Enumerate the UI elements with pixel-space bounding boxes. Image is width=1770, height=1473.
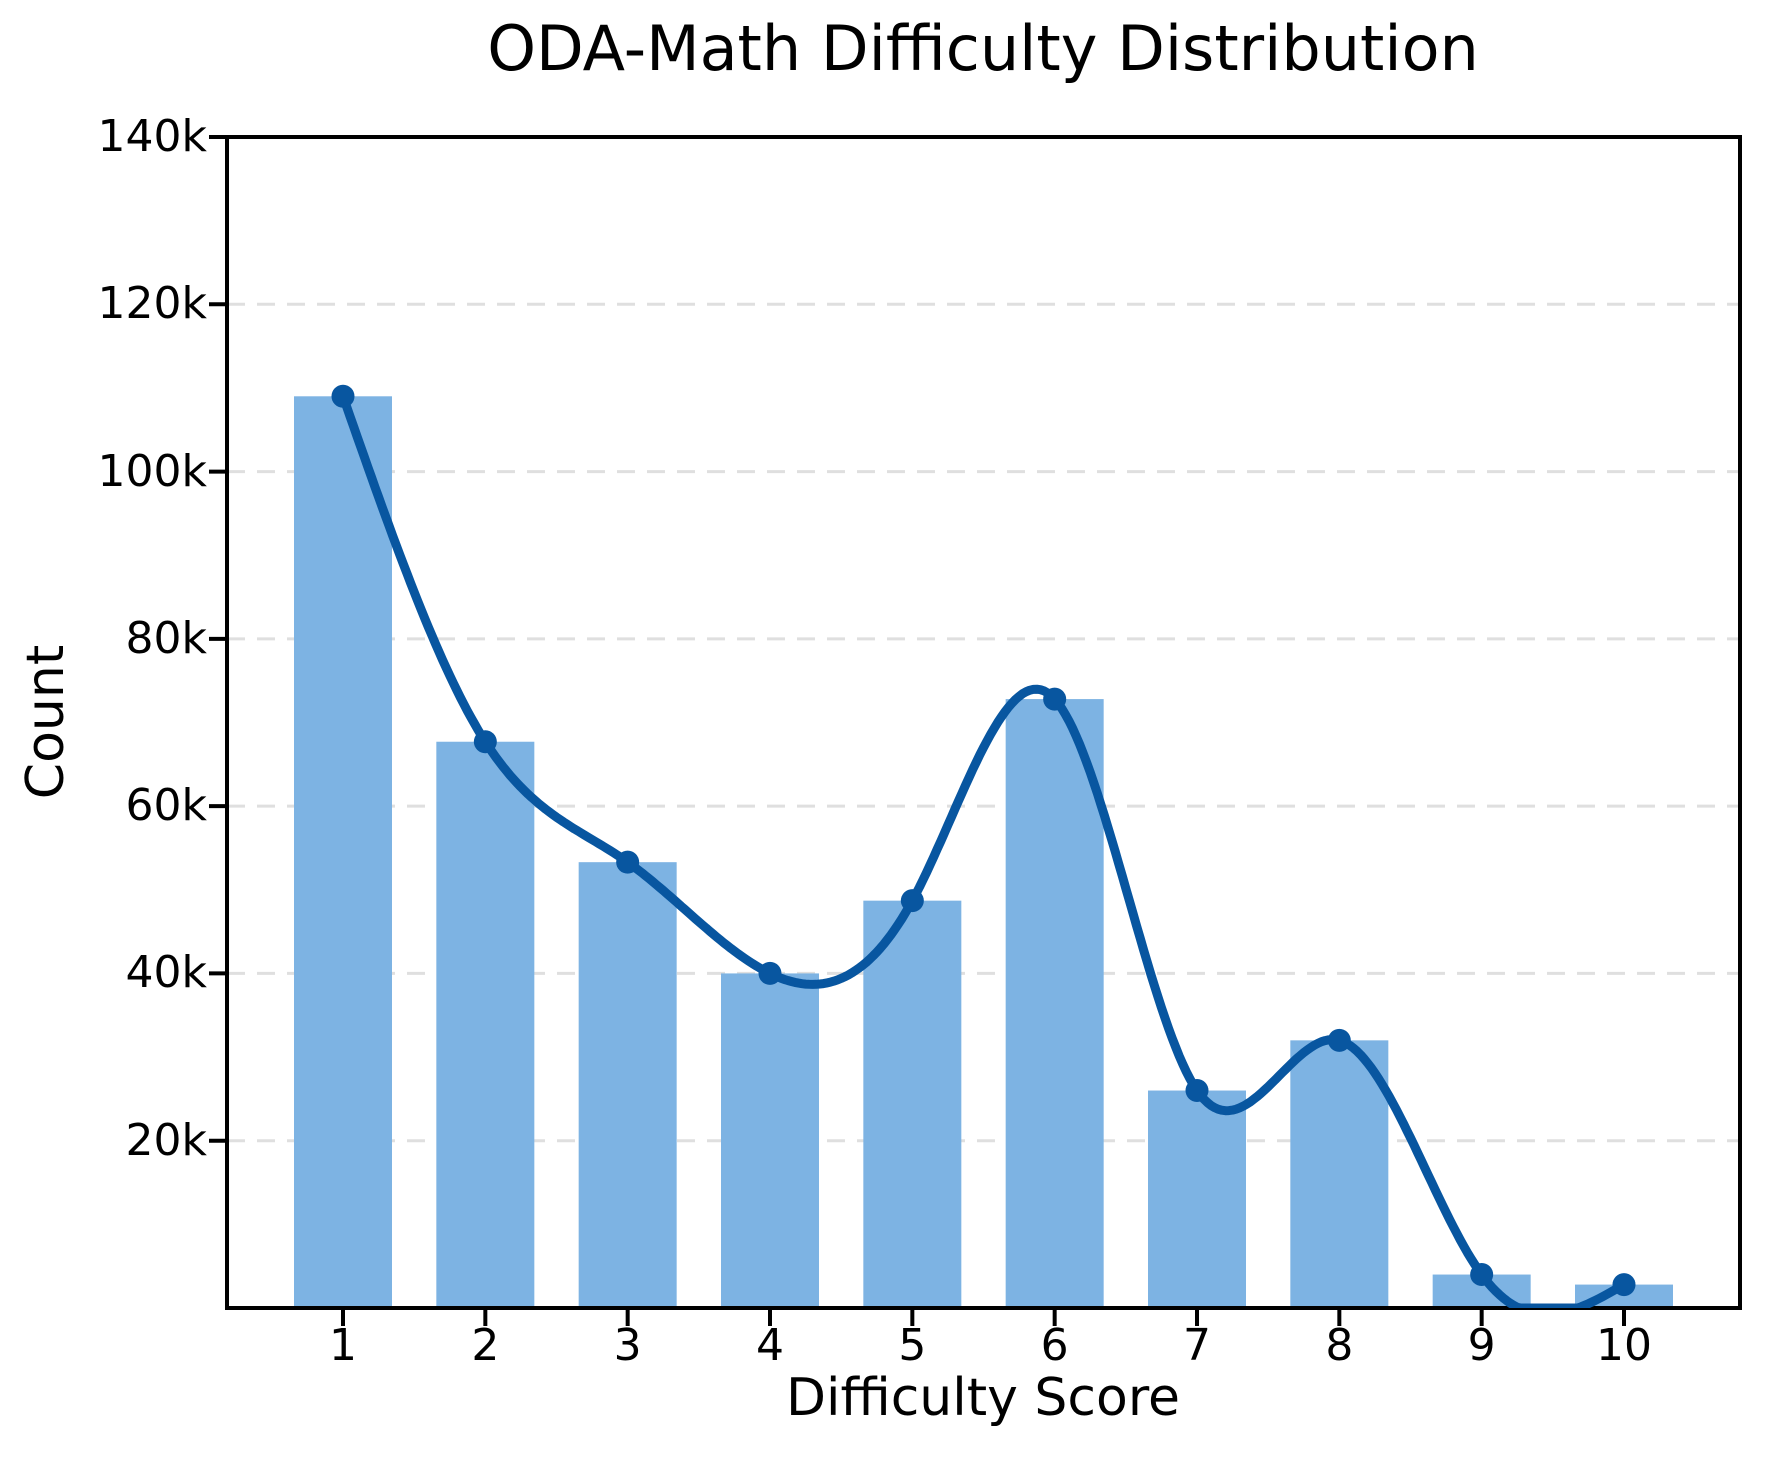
x-tick-label-9: 9 — [1467, 1320, 1496, 1371]
trend-marker-8 — [1327, 1028, 1351, 1052]
trend-marker-10 — [1612, 1273, 1636, 1297]
trend-marker-5 — [900, 889, 924, 913]
y-tick-label-60k: 60k — [125, 780, 207, 832]
x-tick-label-3: 3 — [613, 1320, 642, 1371]
trend-marker-9 — [1470, 1263, 1494, 1287]
x-tick-label-7: 7 — [1183, 1320, 1211, 1371]
x-tick-label-10: 10 — [1596, 1320, 1652, 1371]
x-axis-label: Difficulty Score — [785, 1368, 1181, 1428]
bar-difficulty-8 — [1290, 1040, 1389, 1308]
x-tick-label-1: 1 — [329, 1320, 357, 1371]
x-tick-label-4: 4 — [756, 1320, 784, 1371]
x-tick-label-6: 6 — [1040, 1320, 1069, 1371]
bar-difficulty-1 — [294, 396, 392, 1308]
chart-title: ODA-Math Difficulty Distribution — [487, 12, 1479, 85]
bar-difficulty-7 — [1148, 1090, 1246, 1308]
y-tick-label-80k: 80k — [125, 612, 207, 664]
trend-marker-6 — [1043, 687, 1067, 711]
bar-difficulty-5 — [863, 900, 962, 1308]
y-tick-label-40k: 40k — [125, 947, 207, 999]
axes-spines — [225, 135, 1742, 1310]
bar-difficulty-3 — [578, 862, 677, 1308]
bar-difficulty-2 — [436, 741, 535, 1308]
trend-marker-4 — [758, 961, 782, 985]
bar-difficulty-6 — [1005, 699, 1104, 1308]
trend-marker-2 — [473, 730, 497, 754]
y-tick-label-20k: 20k — [125, 1114, 207, 1166]
y-tick-label-140k: 140k — [97, 111, 207, 162]
y-tick-label-100k: 100k — [97, 445, 207, 497]
trend-marker-3 — [616, 850, 640, 874]
x-tick-label-5: 5 — [898, 1320, 927, 1371]
y-tick-label-120k: 120k — [97, 278, 207, 330]
bar-difficulty-4 — [721, 973, 819, 1308]
x-tick-label-2: 2 — [471, 1320, 500, 1371]
trend-line — [338, 391, 1629, 1308]
trend-marker-1 — [331, 384, 355, 408]
trend-marker-7 — [1185, 1079, 1209, 1103]
x-tick-label-8: 8 — [1325, 1320, 1354, 1371]
